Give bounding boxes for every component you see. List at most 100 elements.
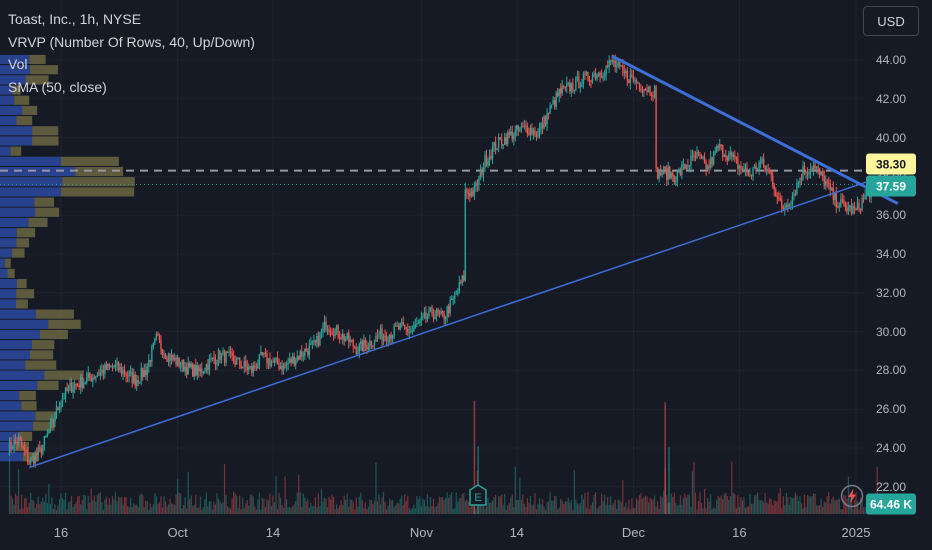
volume-bar [738,506,740,514]
volume-bar [210,501,212,514]
candle-body [173,357,176,360]
volume-bar [813,493,815,514]
volume-bar [505,509,507,514]
vrvp-indicator-label[interactable]: VRVP (Number Of Rows, 40, Up/Down) [8,33,255,50]
candle-body [494,142,497,150]
candle-body [198,365,200,372]
volume-bar [113,499,115,514]
volume-bar [502,504,504,514]
candle-body [747,172,750,175]
candle-body [155,334,158,339]
volume-bar [105,496,108,514]
time-tick-label: Dec [621,525,645,540]
candle-body [160,340,162,350]
candle-body [617,62,619,66]
lightning-icon[interactable] [840,484,864,508]
volume-bar [820,498,822,514]
candle-body [411,330,414,332]
candle-body [759,162,762,164]
candle-body [338,336,341,339]
volume-bar [376,501,379,514]
volume-bar [635,498,638,514]
candle-body [835,192,838,208]
volume-bar [149,503,151,514]
candle-body [544,116,547,125]
symbol-title[interactable]: Toast, Inc., 1h, NYSE [8,11,142,27]
candle-body [516,125,518,130]
volume-bar [325,498,327,514]
volume-bar [485,506,488,514]
candle-body [803,165,806,174]
candle-body [576,76,579,78]
volume-bar [551,500,553,514]
resistance-trendline [611,54,899,205]
volume-bar [862,507,865,514]
volume-bar [703,488,706,514]
candle-body [231,352,233,356]
candle-body [814,165,816,168]
volume-bar [707,497,709,514]
candle-body [69,382,71,387]
candle-body [841,199,844,201]
candle-body [414,324,417,328]
candle-body [93,377,96,379]
volume-bar [687,494,689,514]
profile-row-up [0,238,17,248]
volume-bar [63,499,65,514]
candle-body [201,368,203,373]
candle-body [296,355,298,361]
volume-bar [519,477,521,514]
volume-bar [616,509,618,514]
candle-body [388,334,391,341]
volume-bar [850,492,853,514]
volume-bar [579,503,581,514]
volume-bar [45,493,47,514]
candle-body [840,199,842,206]
volume-bar [124,497,126,514]
time-tick-label: 14 [265,525,281,540]
volume-bar [449,494,451,514]
sma-indicator-label[interactable]: SMA (50, close) [8,78,107,95]
candle-body [425,312,427,319]
volume-indicator-label[interactable]: Vol [8,56,28,72]
candle-body [319,332,321,346]
volume-bar [526,498,528,514]
volume-bar [236,495,238,514]
volume-bar [193,504,195,514]
volume-bar [572,509,574,514]
volume-bar [611,504,613,514]
candle-body [507,132,509,145]
volume-bar [298,474,300,514]
candle-body [815,167,818,169]
candle-body [31,456,33,458]
volume-bar [190,495,192,514]
candle-body [422,315,424,317]
profile-row-up [0,54,30,65]
candle-body [249,366,251,368]
volume-bar [204,498,206,514]
currency-button[interactable]: USD [863,6,919,36]
trendlines[interactable] [28,54,899,469]
volume-bar [498,496,500,514]
candle-body [581,83,583,88]
earnings-e-icon[interactable]: E [468,484,488,506]
volume-bar [25,498,27,514]
price-tick-label: 28.00 [876,363,907,378]
candle-body [23,446,26,451]
volume-bar [732,492,734,514]
volume-bar [764,492,766,514]
volume-bar [60,493,62,514]
volume-bar [151,507,153,514]
candle-body [207,364,209,371]
candle-body [522,126,524,128]
candle-body [844,203,847,207]
volume-bar [417,499,419,514]
volume-bar [48,483,50,514]
candle-body [464,189,467,281]
candle-body [753,165,756,169]
volume-bar [626,508,628,514]
candle-body [761,158,763,163]
volume-bar [613,503,615,514]
candle-body [673,176,675,183]
